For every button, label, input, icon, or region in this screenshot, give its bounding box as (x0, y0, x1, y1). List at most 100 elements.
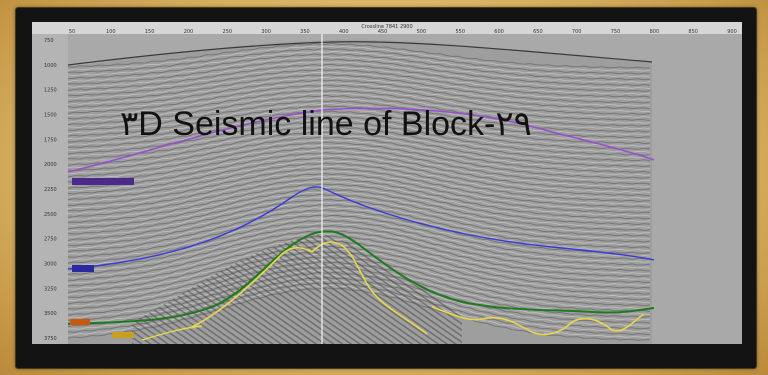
seismic-reflector (67, 58, 651, 87)
seismic-reflector (67, 89, 651, 121)
trace-axis-bar (32, 22, 742, 34)
seismic-reflector (67, 199, 651, 243)
seismic-reflector (67, 97, 651, 130)
seismic-reflector (67, 167, 651, 208)
trace-tick-label: 50 (69, 29, 75, 35)
seismic-reflector (67, 214, 651, 261)
time-tick-label: 2000 (44, 162, 57, 168)
time-tick-label: 1750 (44, 137, 57, 143)
seismic-reflector (67, 118, 651, 153)
seismic-reflector (67, 94, 651, 127)
horizon-purple-line (67, 107, 655, 173)
trace-tick-label: 600 (494, 29, 504, 35)
time-axis-bar (32, 34, 68, 344)
seismic-reflector (67, 180, 651, 222)
trace-tick-label: 450 (378, 29, 388, 35)
seismic-reflector (67, 141, 651, 179)
seismic-reflector (67, 45, 651, 72)
reflector-texture (67, 39, 652, 344)
seismic-reflector (67, 84, 651, 115)
seismic-reflector (67, 175, 651, 217)
horizon-yellow-line (141, 325, 203, 341)
time-tick-label: 2250 (44, 187, 57, 193)
crossline-label: Crossline 7841 2900 (361, 24, 412, 30)
seismic-reflector (67, 113, 651, 147)
seismic-reflector (67, 193, 651, 237)
trace-tick-label: 900 (727, 29, 737, 35)
horizon-blue-line (67, 186, 655, 270)
seismic-reflector (67, 238, 651, 286)
seismic-reflector (67, 243, 651, 292)
well-marker-label (112, 332, 134, 338)
seismic-reflector (67, 219, 651, 266)
trace-tick-label: 400 (339, 29, 349, 35)
seismic-reflector (67, 191, 651, 234)
seismic-reflector (67, 120, 651, 156)
time-tick-label: 1500 (44, 113, 57, 119)
horizon-top-line (67, 41, 653, 66)
time-tick-label: 2750 (44, 237, 57, 243)
time-tick-label: 3500 (44, 311, 57, 317)
trace-tick-label: 650 (533, 29, 543, 35)
seismic-reflector (67, 79, 651, 110)
seismic-reflector (67, 71, 651, 101)
seismic-reflector (67, 92, 651, 124)
seismic-reflector (67, 188, 651, 232)
seismic-reflector (67, 183, 651, 226)
seismic-reflector (67, 42, 650, 69)
time-tick-label: 750 (44, 38, 54, 44)
trace-tick-label: 850 (688, 29, 698, 35)
seismic-reflector (67, 178, 651, 220)
trace-tick-label: 300 (261, 29, 271, 35)
seismic-reflector (67, 139, 651, 176)
trace-tick-label: 350 (300, 29, 310, 35)
seismic-reflector (67, 232, 651, 281)
seismic-reflector (67, 209, 651, 254)
seismic-reflector (67, 50, 651, 78)
seismic-reflector (67, 157, 651, 197)
seismic-reflector (67, 170, 651, 211)
seismic-reflector (67, 217, 651, 263)
trace-tick-label: 200 (184, 29, 194, 35)
well-marker-label (70, 319, 90, 325)
seismic-reflector (67, 48, 651, 75)
seismic-reflector (67, 108, 651, 142)
seismic-reflector (67, 53, 651, 81)
trace-axis: 50 100 150 200 250 300 350 400 450 500 550 600 650 70… (69, 29, 737, 35)
trace-tick-label: 150 (145, 29, 155, 35)
seismic-reflector (67, 74, 651, 104)
seismic-section-panel: Crossline 7841 2900 50 100 150 200 250 300 350… (32, 22, 742, 344)
time-tick-label: 3250 (44, 286, 57, 292)
horizon-yellow-line (431, 306, 645, 336)
seismic-reflector (67, 68, 651, 98)
time-tick-label: 3750 (44, 336, 57, 342)
seismic-reflector (67, 115, 651, 150)
time-tick-label: 2500 (44, 212, 57, 218)
seismic-reflector (67, 240, 651, 289)
trace-tick-label: 100 (106, 29, 116, 35)
trace-tick-label: 700 (572, 29, 582, 35)
seismic-reflector (67, 186, 651, 229)
seismic-section-image: Crossline 7841 2900 50 100 150 200 250 300 350… (32, 22, 742, 344)
seismic-reflector (67, 123, 651, 159)
time-axis: 750 1000 1250 1500 1750 2000 2250 2500 2750 3000 3… (44, 38, 57, 342)
trace-tick-label: 250 (223, 29, 233, 35)
seismic-reflector (67, 55, 651, 83)
seismic-reflector (67, 81, 651, 113)
seismic-reflector (67, 110, 651, 145)
seismic-reflector (67, 149, 651, 188)
seismic-reflector (67, 144, 651, 182)
seismic-reflector (68, 235, 651, 284)
seismic-reflector (67, 227, 651, 275)
seismic-reflector (67, 162, 651, 203)
seismic-reflector (67, 87, 651, 118)
trace-tick-label: 550 (455, 29, 465, 35)
seismic-reflector (67, 61, 651, 89)
seismic-reflector (67, 196, 651, 240)
seismic-reflector (67, 165, 651, 205)
seismic-reflector (67, 134, 651, 171)
horizon-green-line (67, 230, 655, 325)
seismic-reflector (67, 154, 651, 194)
seismic-reflector (67, 126, 651, 162)
seismic-reflector (67, 128, 651, 165)
